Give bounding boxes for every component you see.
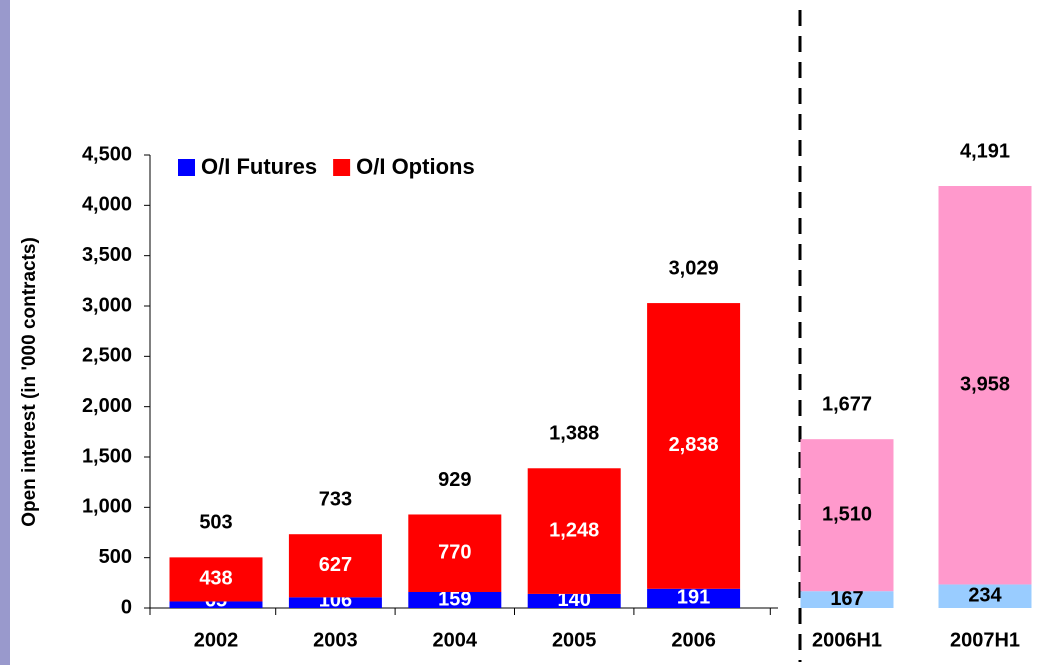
segment-label: 770 <box>438 542 471 564</box>
bar-segment <box>938 584 1032 608</box>
legend-label: O/I Options <box>356 154 475 179</box>
segment-label: 159 <box>438 588 471 610</box>
bar-segment <box>408 591 502 608</box>
bar-segment <box>288 597 382 608</box>
x-tick-label: 2005 <box>552 629 597 651</box>
total-label: 929 <box>438 469 471 491</box>
bar-segment <box>408 514 502 592</box>
total-label: 4,191 <box>960 140 1010 162</box>
y-tick-label: 500 <box>99 546 132 568</box>
total-label: 1,677 <box>822 393 872 415</box>
bar-segment <box>288 534 382 598</box>
segment-label: 191 <box>677 587 710 609</box>
segment-label: 3,958 <box>960 374 1010 396</box>
bar-segment <box>527 593 621 608</box>
segment-label: 1,248 <box>549 519 599 541</box>
y-tick-label: 4,000 <box>82 194 132 216</box>
segment-label: 1,510 <box>822 503 872 525</box>
x-tick-label: 2006H1 <box>812 629 882 651</box>
y-tick-label: 4,500 <box>82 143 132 165</box>
bar-segment <box>938 186 1032 585</box>
total-label: 3,029 <box>669 257 719 279</box>
bar-segment <box>647 588 741 608</box>
segment-label: 234 <box>968 585 1002 607</box>
y-tick-label: 3,000 <box>82 294 132 316</box>
bar-segment <box>169 557 263 602</box>
x-tick-label: 2006 <box>671 629 716 651</box>
total-label: 733 <box>319 488 352 510</box>
side-strip <box>0 0 10 665</box>
segment-label: 438 <box>199 568 232 590</box>
y-tick-label: 3,500 <box>82 244 132 266</box>
y-axis-label: Open interest (in '000 contracts) <box>19 237 40 527</box>
bar-segment <box>169 601 263 608</box>
legend-swatch <box>178 159 195 176</box>
bar-segment <box>527 468 621 594</box>
bar-segment <box>647 303 741 589</box>
segment-label: 627 <box>319 554 352 576</box>
x-tick-label: 2007H1 <box>950 629 1020 651</box>
legend-label: O/I Futures <box>201 154 317 179</box>
legend-swatch <box>333 159 351 176</box>
total-label: 1,388 <box>549 423 599 445</box>
y-tick-label: 0 <box>121 596 132 618</box>
x-tick-label: 2004 <box>433 629 478 651</box>
y-tick-label: 2,500 <box>82 345 132 367</box>
x-tick-label: 2003 <box>313 629 358 651</box>
y-tick-label: 2,000 <box>82 395 132 417</box>
y-tick-label: 1,000 <box>82 496 132 518</box>
y-tick-label: 1,500 <box>82 445 132 467</box>
segment-label: 140 <box>558 589 591 611</box>
x-tick-label: 2002 <box>194 629 239 651</box>
bar-segment <box>800 439 894 592</box>
segment-label: 2,838 <box>669 434 719 456</box>
total-label: 503 <box>199 512 232 534</box>
bar-segment <box>800 591 894 608</box>
segment-label: 167 <box>830 588 863 610</box>
